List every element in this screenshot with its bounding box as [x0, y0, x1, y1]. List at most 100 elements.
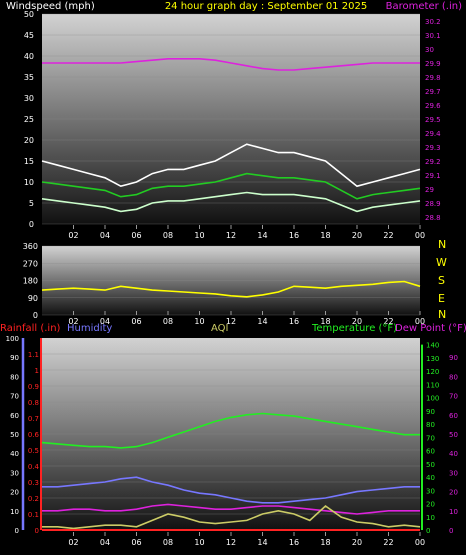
series-low-line — [41, 191, 421, 213]
baro-y-tick: 29.5 — [425, 116, 441, 124]
x-tick-label: 20 — [352, 538, 362, 547]
dewpoint-legend: Dew Point (°F) — [395, 323, 466, 334]
temperature-y-tick: 120 — [426, 368, 439, 376]
x-tick-label: 04 — [100, 317, 110, 326]
temperature-y-tick: 60 — [426, 448, 435, 456]
temperature-y-tick: 50 — [426, 461, 435, 469]
x-tick-label: 14 — [257, 538, 267, 547]
wind-y-tick: 35 — [24, 73, 34, 82]
wind-y-tick: 45 — [24, 31, 34, 40]
aqi-legend: AQI — [211, 323, 229, 334]
direction-y-tick: 90 — [28, 294, 38, 303]
wind-y-tick: 50 — [24, 10, 34, 19]
x-tick-label: 08 — [163, 317, 173, 326]
x-tick-label: 08 — [163, 231, 173, 240]
wind-y-tick: 20 — [24, 136, 34, 145]
temperature-y-tick: 70 — [426, 434, 435, 442]
baro-y-tick: 29.4 — [425, 130, 441, 138]
x-tick-label: 10 — [194, 317, 204, 326]
baro-y-tick: 29 — [425, 186, 434, 194]
rain-y-tick: 0 — [35, 527, 39, 535]
baro-y-tick: 29.3 — [425, 144, 441, 152]
series-baro-line — [42, 58, 420, 71]
rain-y-tick: 0.6 — [28, 431, 40, 439]
rain-y-tick: 1.1 — [28, 351, 39, 359]
humidity-y-tick: 50 — [10, 431, 19, 439]
dewpoint-y-tick: 10 — [449, 508, 458, 516]
rain-y-tick: 0.9 — [28, 383, 39, 391]
dewpoint-y-tick: 80 — [449, 373, 458, 381]
compass-label-n-bottom: N — [438, 308, 446, 321]
temperature-y-tick: 100 — [426, 395, 439, 403]
dewpoint-y-tick: 0 — [449, 527, 453, 535]
humidity-y-tick: 90 — [10, 354, 19, 362]
x-tick-label: 20 — [352, 317, 362, 326]
compass-label-e: E — [438, 292, 445, 305]
series-direction-line — [41, 280, 421, 298]
x-tick-label: 22 — [383, 538, 393, 547]
dewpoint-y-tick: 70 — [449, 393, 458, 401]
humidity-y-tick: 80 — [10, 373, 19, 381]
series-temperature-line — [41, 412, 420, 449]
x-tick-label: 12 — [226, 317, 236, 326]
series-dewpoint-line — [42, 503, 420, 515]
x-tick-label: 22 — [383, 231, 393, 240]
baro-y-tick: 28.9 — [425, 200, 441, 208]
series-aqi-line — [42, 504, 421, 530]
humidity-y-tick: 60 — [10, 412, 19, 420]
baro-y-tick: 30.2 — [425, 18, 441, 26]
direction-y-tick: 270 — [23, 259, 38, 268]
x-tick-label: 00 — [415, 538, 425, 547]
humidity-y-tick: 70 — [10, 393, 19, 401]
wind-y-tick: 15 — [24, 157, 34, 166]
compass-label-n-top: N — [438, 238, 446, 251]
rain-y-tick: 0.5 — [28, 447, 39, 455]
temperature-y-tick: 40 — [426, 474, 435, 482]
humidity-y-tick: 30 — [10, 469, 19, 477]
x-tick-label: 18 — [320, 231, 330, 240]
baro-y-tick: 29.1 — [425, 172, 441, 180]
direction-y-tick: 0 — [33, 311, 38, 320]
series-avg-line — [41, 172, 421, 200]
direction-y-tick: 180 — [23, 277, 38, 286]
series-gust-line — [41, 143, 421, 188]
series-humidity-line — [42, 476, 420, 504]
temperature-y-tick: 20 — [426, 501, 435, 509]
humidity-y-tick: 40 — [10, 450, 19, 458]
wind-y-tick: 5 — [29, 199, 34, 208]
rain-y-tick: 0.4 — [28, 463, 40, 471]
rain-y-tick: 0.2 — [28, 495, 39, 503]
rainfall-legend: Rainfall (.in) — [0, 323, 61, 334]
baro-y-tick: 30.1 — [425, 32, 441, 40]
baro-y-tick: 29.8 — [425, 74, 441, 82]
dewpoint-y-tick: 60 — [449, 412, 458, 420]
dewpoint-y-tick: 50 — [449, 431, 458, 439]
x-tick-label: 16 — [289, 231, 299, 240]
x-tick-label: 06 — [131, 317, 141, 326]
x-tick-label: 02 — [68, 317, 78, 326]
dewpoint-y-tick: 40 — [449, 450, 458, 458]
graph-title: 24 hour graph day : September 01 2025 — [165, 1, 367, 12]
temperature-y-tick: 30 — [426, 487, 435, 495]
x-tick-label: 10 — [194, 538, 204, 547]
x-tick-label: 00 — [415, 317, 425, 326]
direction-y-tick: 360 — [23, 242, 38, 251]
x-tick-label: 02 — [68, 538, 78, 547]
dewpoint-y-tick: 30 — [449, 469, 458, 477]
compass-label-w: W — [436, 256, 447, 269]
x-tick-label: 16 — [289, 317, 299, 326]
wind-y-tick: 30 — [24, 94, 34, 103]
x-tick-label: 16 — [289, 538, 299, 547]
temperature-y-tick: 110 — [426, 381, 439, 389]
temperature-y-tick: 130 — [426, 355, 439, 363]
dewpoint-y-tick: 20 — [449, 489, 458, 497]
rain-y-tick: 0.1 — [28, 511, 39, 519]
temperature-legend: Temperature (°F) — [311, 323, 397, 334]
rain-y-tick: 0.7 — [28, 415, 39, 423]
wind-y-tick: 40 — [24, 52, 34, 61]
barometer-axis-title: Barometer (.in) — [386, 1, 462, 12]
x-tick-label: 10 — [194, 231, 204, 240]
humidity-y-tick: 0 — [15, 527, 19, 535]
wind-y-tick: 10 — [24, 178, 34, 187]
